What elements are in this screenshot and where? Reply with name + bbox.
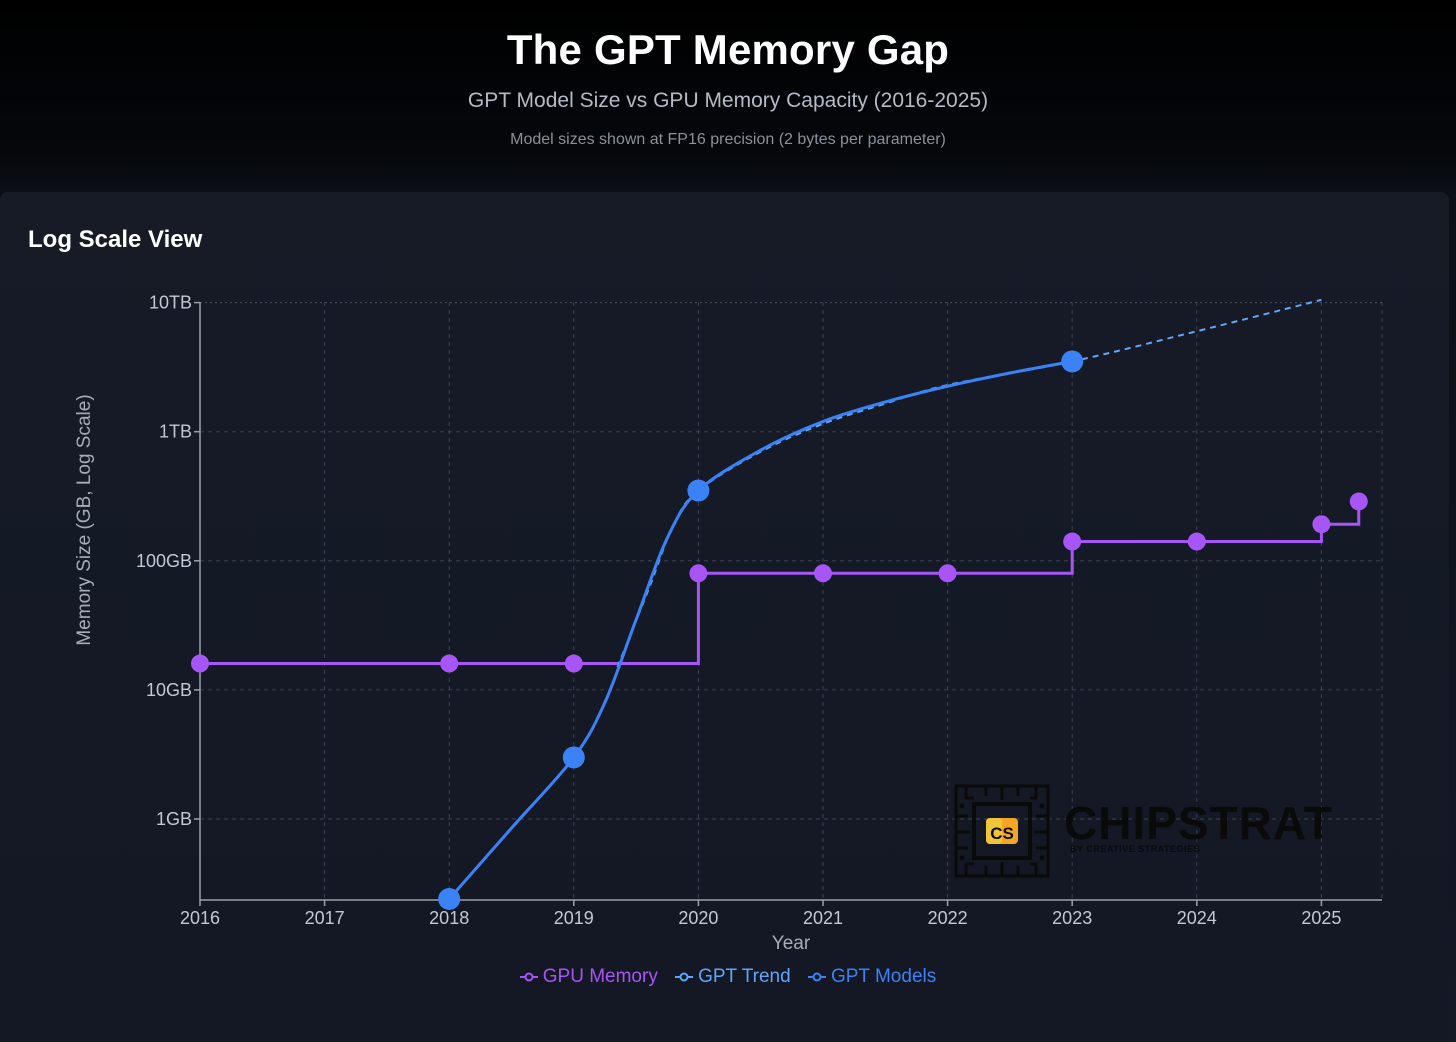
chipstrat-logo: CS CHIPSTRAT BY CREATIVE STRATEGIES xyxy=(952,782,1352,882)
legend-label-gpu: GPU Memory xyxy=(542,966,658,987)
x-axis-title: Year xyxy=(772,933,811,954)
gpu-memory-point-2020[interactable] xyxy=(689,564,708,583)
legend-swatch-trend xyxy=(675,972,694,982)
gpu-memory-point-2025.3[interactable] xyxy=(1349,492,1368,511)
legend-label-trend: GPT Trend xyxy=(698,966,791,987)
chip-icon: CS xyxy=(954,784,1050,878)
gpt-trend-line xyxy=(616,298,1322,668)
y-tick-label-10GB: 10GB xyxy=(146,680,192,700)
gpu-memory-point-2024[interactable] xyxy=(1187,532,1206,551)
header: The GPT Memory Gap GPT Model Size vs GPU… xyxy=(0,0,1456,192)
x-tick-label-2022: 2022 xyxy=(928,908,968,928)
logo-tagline: BY CREATIVE STRATEGIES xyxy=(1070,844,1201,854)
page-title: The GPT Memory Gap xyxy=(506,26,950,73)
x-tick-label-2020: 2020 xyxy=(678,908,718,928)
y-tick-label-10TB: 10TB xyxy=(149,293,192,313)
x-tick-label-2021: 2021 xyxy=(803,908,843,928)
x-tick-label-2016: 2016 xyxy=(180,908,220,928)
gpu-memory-point-2023[interactable] xyxy=(1063,532,1082,551)
logo-mark-text: CS xyxy=(990,824,1014,843)
y-axis-title: Memory Size (GB, Log Scale) xyxy=(74,394,95,645)
gpt-model-point-2023[interactable] xyxy=(1061,350,1084,373)
legend: GPU Memory GPT Trend GPT Models xyxy=(0,966,1456,988)
page-subtitle: GPT Model Size vs GPU Memory Capacity (2… xyxy=(467,89,989,112)
legend-label-models: GPT Models xyxy=(830,966,937,987)
card-title: Log Scale View xyxy=(28,226,203,253)
gpu-memory-point-2018[interactable] xyxy=(440,654,459,673)
gpt-model-point-2019[interactable] xyxy=(562,746,585,769)
gpu-memory-point-2022[interactable] xyxy=(938,564,957,583)
legend-swatch-gpu xyxy=(519,972,538,982)
gpu-memory-point-2019[interactable] xyxy=(564,654,583,673)
gpu-memory-point-2016[interactable] xyxy=(191,654,209,673)
precision-note: Model sizes shown at FP16 precision (2 b… xyxy=(510,131,946,148)
y-tick-label-1GB: 1GB xyxy=(156,809,192,829)
legend-swatch-models xyxy=(807,972,826,982)
legend-item-gpt-trend[interactable]: GPT Trend xyxy=(675,966,791,988)
x-tick-label-2019: 2019 xyxy=(554,908,594,928)
gpu-memory-line xyxy=(200,501,1361,666)
legend-item-gpt-models[interactable]: GPT Models xyxy=(807,966,937,988)
x-tick-label-2018: 2018 xyxy=(429,908,469,928)
x-tick-label-2017: 2017 xyxy=(305,908,345,928)
y-tick-label-1TB: 1TB xyxy=(159,422,192,442)
x-tick-label-2025: 2025 xyxy=(1301,908,1341,928)
logo-wordmark: CHIPSTRAT xyxy=(1064,797,1333,849)
axes: 1GB 10GB 100GB 1TB 10TB 2016 2017 2018 2019 2020 2… xyxy=(136,293,1382,928)
gpu-memory-point-2025[interactable] xyxy=(1312,515,1331,534)
x-tick-label-2023: 2023 xyxy=(1052,908,1092,928)
gpu-memory-point-2021[interactable] xyxy=(814,564,832,583)
gpt-model-point-2018[interactable] xyxy=(438,888,461,911)
x-tick-label-2024: 2024 xyxy=(1177,908,1217,928)
legend-item-gpu-memory[interactable]: GPU Memory xyxy=(519,966,658,988)
gpt-model-point-2020[interactable] xyxy=(687,479,710,502)
y-tick-label-100GB: 100GB xyxy=(136,551,192,571)
grid xyxy=(200,302,1383,900)
series xyxy=(191,298,1368,911)
